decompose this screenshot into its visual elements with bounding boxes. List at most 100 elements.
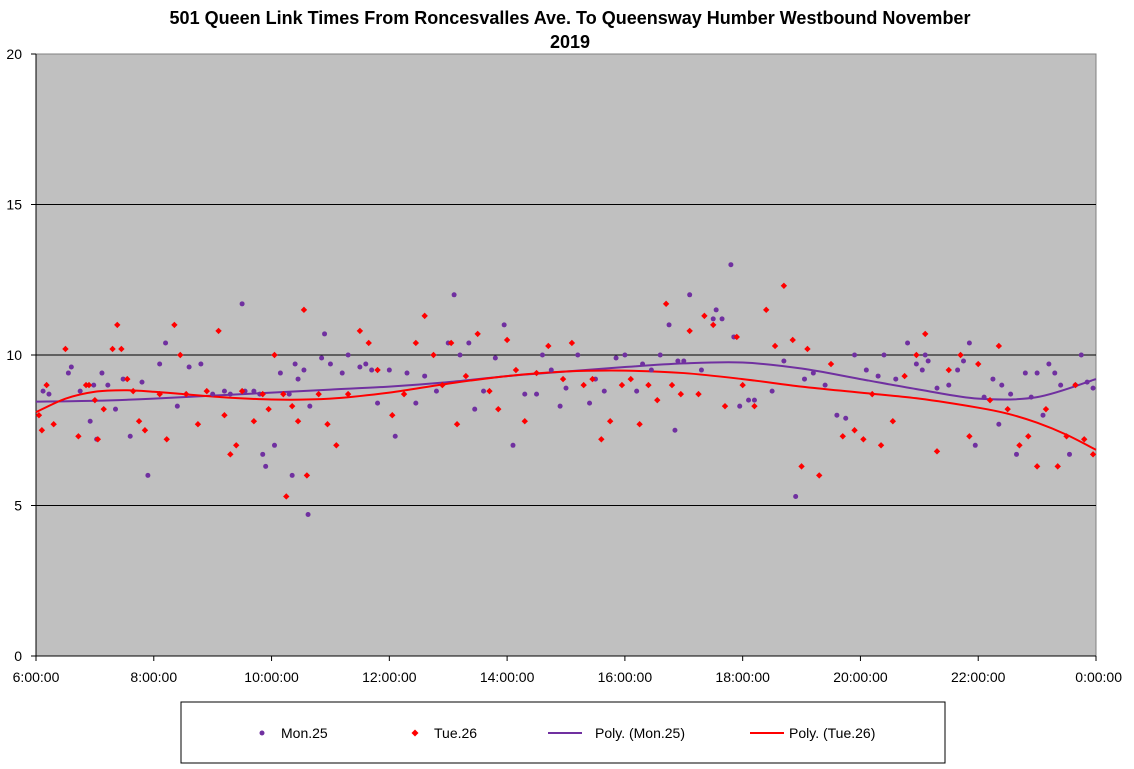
point-tue-26 (430, 351, 437, 359)
point-mon-25 (972, 442, 978, 448)
point-mon-25 (501, 322, 507, 328)
point-mon-25 (157, 361, 163, 367)
data-points (35, 262, 1097, 518)
legend-label-mon25: Mon.25 (281, 725, 328, 741)
point-tue-26 (645, 381, 652, 389)
point-mon-25 (99, 370, 105, 376)
point-mon-25 (946, 382, 952, 388)
point-mon-25 (534, 391, 540, 397)
point-mon-25 (363, 361, 369, 367)
point-tue-26 (966, 433, 973, 440)
point-mon-25 (719, 316, 725, 322)
point-mon-25 (698, 367, 704, 373)
point-tue-26 (636, 421, 643, 428)
point-mon-25 (1084, 379, 1090, 385)
point-tue-26 (215, 327, 222, 335)
point-mon-25 (251, 388, 257, 394)
point-mon-25 (751, 397, 757, 403)
point-tue-26 (156, 390, 163, 398)
point-tue-26 (447, 339, 455, 347)
point-mon-25 (781, 358, 787, 364)
point-tue-26 (75, 433, 82, 440)
point-mon-25 (466, 340, 472, 346)
point-tue-26 (356, 327, 364, 335)
point-mon-25 (472, 406, 478, 412)
y-tick-label: 10 (6, 347, 22, 363)
point-tue-26 (333, 442, 340, 449)
point-mon-25 (65, 370, 71, 376)
point-tue-26 (227, 451, 234, 458)
chart-title-line-1: 501 Queen Link Times From Roncesvalles A… (170, 8, 971, 28)
point-mon-25 (1046, 361, 1052, 367)
point-tue-26 (1054, 463, 1061, 470)
x-tick-label: 6:00:00 (13, 669, 60, 685)
point-tue-26 (288, 402, 296, 410)
chart-title-line-2: 2019 (550, 32, 590, 52)
point-tue-26 (221, 412, 228, 419)
point-mon-25 (922, 352, 928, 358)
point-tue-26 (129, 387, 137, 395)
point-tue-26 (94, 436, 102, 443)
point-mon-25 (87, 418, 93, 424)
point-tue-26 (695, 390, 702, 398)
point-mon-25 (145, 472, 151, 478)
point-mon-25 (413, 400, 419, 406)
y-tick-label: 15 (6, 197, 22, 213)
x-tick-label: 20:00:00 (833, 669, 888, 685)
point-mon-25 (955, 367, 961, 373)
point-tue-26 (1004, 405, 1011, 413)
point-tue-26 (827, 360, 835, 368)
point-tue-26 (957, 351, 964, 359)
point-tue-26 (860, 436, 867, 443)
y-tick-label: 5 (14, 498, 22, 514)
point-mon-25 (810, 370, 816, 376)
point-mon-25 (613, 355, 619, 361)
point-tue-26 (568, 339, 576, 347)
point-tue-26 (271, 351, 278, 359)
point-mon-25 (769, 388, 775, 394)
point-tue-26 (114, 321, 121, 329)
point-mon-25 (713, 307, 719, 313)
point-tue-26 (618, 381, 626, 389)
point-mon-25 (1052, 370, 1058, 376)
point-mon-25 (934, 385, 940, 391)
point-tue-26 (701, 312, 708, 320)
point-tue-26 (400, 390, 408, 398)
point-mon-25 (728, 262, 734, 268)
point-mon-25 (1058, 382, 1064, 388)
point-tue-26 (804, 345, 811, 353)
point-mon-25 (557, 403, 563, 409)
point-tue-26 (780, 282, 788, 289)
point-tue-26 (710, 321, 717, 329)
point-mon-25 (996, 421, 1002, 427)
point-tue-26 (512, 366, 520, 374)
point-mon-25 (289, 472, 295, 478)
point-mon-25 (295, 376, 301, 382)
point-tue-26 (38, 427, 46, 434)
point-mon-25 (433, 388, 439, 394)
point-mon-25 (91, 382, 97, 388)
point-tue-26 (453, 421, 461, 428)
point-tue-26 (462, 372, 470, 380)
point-mon-25 (990, 376, 996, 382)
point-tue-26 (259, 390, 266, 398)
point-mon-25 (327, 361, 333, 367)
point-mon-25 (575, 352, 581, 358)
point-tue-26 (789, 336, 796, 344)
point-mon-25 (834, 412, 840, 418)
point-tue-26 (869, 390, 876, 398)
point-tue-26 (877, 442, 885, 449)
point-mon-25 (457, 352, 463, 358)
point-mon-25 (793, 493, 799, 499)
point-tue-26 (986, 396, 994, 404)
point-tue-26 (763, 306, 770, 314)
point-tue-26 (945, 366, 952, 374)
point-mon-25 (322, 331, 328, 337)
point-mon-25 (852, 352, 858, 358)
point-tue-26 (91, 396, 99, 404)
point-tue-26 (365, 339, 372, 347)
point-mon-25 (999, 382, 1005, 388)
point-tue-26 (85, 381, 93, 389)
point-mon-25 (77, 388, 83, 394)
x-tick-label: 14:00:00 (480, 669, 535, 685)
